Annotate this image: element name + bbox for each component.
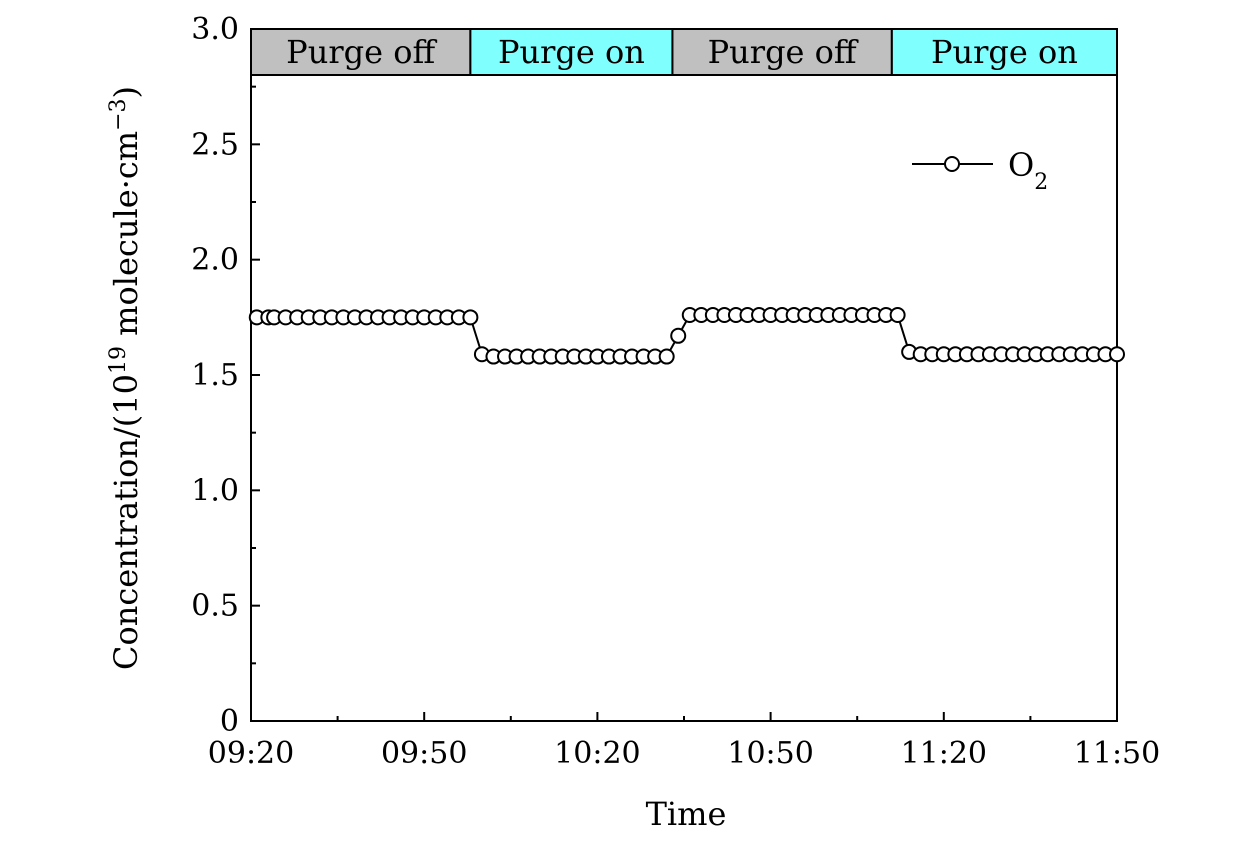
y-axis-title: Concentration/(1019 molecule·cm−3) [106, 86, 146, 670]
band-label-2: Purge off [708, 33, 859, 71]
y-tick-label: 2.0 [191, 243, 239, 278]
plot-frame [250, 28, 1118, 722]
x-tick-label: 10:50 [727, 736, 813, 771]
axes: 0 0.5 1.0 1.5 2.0 2.5 3.0 09:20 09:50 10:20 10:50 1… [191, 12, 1160, 771]
x-axis-title: Time [646, 795, 727, 833]
legend-marker [944, 156, 960, 172]
purge-bands: Purge off Purge on Purge off Purge on [250, 28, 1119, 76]
band-label-1: Purge on [498, 33, 645, 71]
data-point [658, 348, 675, 365]
y-tick-label: 0 [220, 704, 239, 739]
data-point [1109, 346, 1125, 363]
y-tick-label: 0.5 [191, 589, 239, 624]
x-tick-label: 09:50 [381, 736, 467, 771]
data-point [889, 307, 906, 324]
y-axis-title-main: Concentration/(10 [107, 374, 145, 670]
y-axis-title-end: ) [107, 86, 145, 98]
y-tick-label: 1.5 [191, 358, 239, 393]
data-point [462, 309, 479, 326]
x-tick-label: 11:50 [1074, 736, 1160, 771]
band-1 [469, 28, 674, 76]
y-tick-label: 3.0 [191, 12, 239, 47]
y-axis-title-unit-sup: −3 [106, 98, 131, 130]
band-label-3: Purge on [931, 33, 1078, 71]
y-axis-title-unit: molecule·cm [107, 131, 145, 346]
y-tick-label: 2.5 [191, 127, 239, 162]
x-tick-label: 10:20 [554, 736, 640, 771]
legend: O2 [912, 146, 1048, 195]
band-label-0: Purge off [286, 33, 437, 71]
series-o2 [248, 307, 1125, 365]
legend-label: O2 [1008, 146, 1048, 195]
y-tick-label: 1.0 [191, 473, 239, 508]
legend-label-sub: 2 [1034, 170, 1048, 195]
legend-label-main: O [1008, 146, 1034, 184]
y-axis-title-sup: 19 [106, 346, 131, 374]
x-tick-label: 09:20 [208, 736, 294, 771]
x-tick-label: 11:20 [901, 736, 987, 771]
data-point [670, 327, 687, 344]
